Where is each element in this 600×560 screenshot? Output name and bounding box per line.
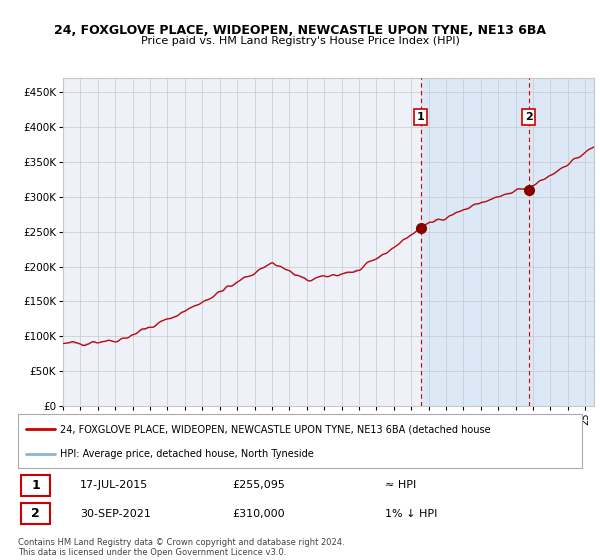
FancyBboxPatch shape: [21, 474, 50, 496]
Text: 2: 2: [31, 507, 40, 520]
Text: HPI: Average price, detached house, North Tyneside: HPI: Average price, detached house, Nort…: [60, 449, 314, 459]
Bar: [529, 78, 594, 406]
Text: 1: 1: [31, 479, 40, 492]
Text: 30-SEP-2021: 30-SEP-2021: [80, 508, 151, 519]
Text: Contains HM Land Registry data © Crown copyright and database right 2024.
This d: Contains HM Land Registry data © Crown c…: [18, 538, 344, 557]
Text: 24, FOXGLOVE PLACE, WIDEOPEN, NEWCASTLE UPON TYNE, NE13 6BA: 24, FOXGLOVE PLACE, WIDEOPEN, NEWCASTLE …: [54, 24, 546, 36]
Text: ≈ HPI: ≈ HPI: [385, 480, 416, 491]
Text: 24, FOXGLOVE PLACE, WIDEOPEN, NEWCASTLE UPON TYNE, NE13 6BA (detached house: 24, FOXGLOVE PLACE, WIDEOPEN, NEWCASTLE …: [60, 424, 491, 435]
Text: 17-JUL-2015: 17-JUL-2015: [80, 480, 148, 491]
Text: £310,000: £310,000: [232, 508, 285, 519]
Text: 1: 1: [417, 112, 424, 122]
Text: 2: 2: [525, 112, 533, 122]
Text: Price paid vs. HM Land Registry's House Price Index (HPI): Price paid vs. HM Land Registry's House …: [140, 36, 460, 46]
Bar: [421, 78, 529, 406]
Text: £255,095: £255,095: [232, 480, 285, 491]
FancyBboxPatch shape: [21, 503, 50, 525]
Text: 1% ↓ HPI: 1% ↓ HPI: [385, 508, 437, 519]
